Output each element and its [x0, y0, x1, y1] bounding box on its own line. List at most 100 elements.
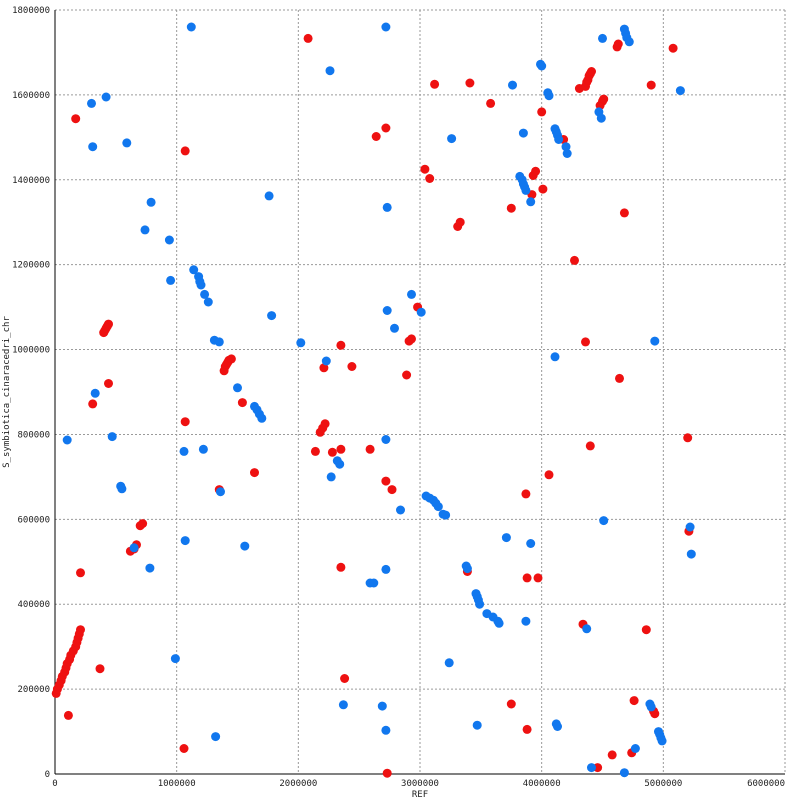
data-point	[526, 539, 536, 548]
data-point	[237, 398, 247, 408]
data-point	[166, 275, 176, 285]
data-point	[521, 185, 531, 195]
data-point	[179, 446, 189, 456]
data-point	[522, 573, 532, 583]
data-point	[336, 562, 346, 572]
data-point	[506, 699, 516, 709]
data-point	[430, 79, 440, 89]
x-axis-title: REF	[412, 790, 428, 800]
data-point	[657, 736, 667, 746]
data-point	[381, 564, 391, 574]
data-point	[402, 370, 412, 380]
data-point	[596, 113, 606, 123]
data-point	[537, 61, 547, 71]
y-tick-label: 600000	[17, 515, 50, 525]
data-point	[646, 80, 656, 90]
data-point	[90, 388, 100, 398]
data-point	[382, 306, 392, 315]
data-point	[321, 356, 331, 366]
data-point	[444, 658, 454, 668]
data-point	[526, 197, 536, 207]
data-point	[264, 191, 274, 201]
data-point	[107, 432, 117, 442]
data-point	[599, 516, 609, 526]
data-point	[582, 624, 592, 634]
data-point	[570, 255, 579, 265]
data-point	[475, 599, 485, 609]
data-point	[122, 138, 132, 148]
data-point	[619, 208, 629, 218]
data-point	[327, 447, 337, 457]
data-point	[203, 297, 213, 307]
y-tick-label: 1200000	[12, 261, 50, 271]
data-point	[587, 67, 596, 76]
data-point	[101, 92, 111, 102]
y-tick-label: 200000	[17, 685, 50, 695]
data-point	[531, 166, 541, 176]
data-point	[554, 135, 564, 144]
data-point	[233, 383, 242, 393]
data-point	[465, 78, 475, 88]
data-point	[650, 336, 660, 346]
data-point	[624, 37, 634, 47]
data-point	[613, 39, 623, 49]
data-point	[382, 202, 392, 212]
grid-lines	[55, 9, 786, 774]
data-point	[320, 419, 330, 429]
data-point	[145, 563, 155, 573]
data-point	[71, 114, 81, 124]
data-point	[369, 578, 379, 588]
data-point	[538, 184, 548, 194]
data-point	[257, 413, 267, 423]
data-point	[508, 80, 517, 90]
data-point	[335, 459, 345, 469]
data-point	[129, 543, 139, 553]
data-point	[447, 134, 457, 144]
data-point	[189, 265, 199, 275]
y-tick-label: 0	[45, 770, 50, 780]
x-tick-label: 5000000	[644, 779, 682, 789]
data-point	[164, 235, 174, 245]
x-tick-label: 0	[52, 779, 57, 789]
x-tick-label: 6000000	[747, 779, 785, 789]
data-point	[381, 725, 391, 735]
data-point	[416, 307, 426, 317]
data-point	[641, 625, 651, 635]
data-point	[518, 128, 528, 138]
data-point	[646, 702, 656, 712]
axes	[54, 10, 785, 775]
data-point	[598, 33, 607, 43]
data-point	[521, 489, 531, 499]
data-point	[87, 98, 96, 108]
data-point	[599, 94, 609, 104]
data-point	[180, 417, 190, 427]
data-point	[117, 484, 127, 494]
data-point	[319, 363, 329, 373]
data-point	[472, 720, 482, 730]
data-point	[390, 323, 399, 333]
data-point	[216, 487, 225, 497]
data-point	[76, 625, 85, 635]
data-point	[226, 354, 236, 364]
data-point	[396, 505, 405, 515]
data-point	[544, 470, 554, 480]
data-point	[561, 142, 571, 152]
data-point	[441, 510, 451, 520]
data-point	[186, 22, 196, 32]
data-point	[138, 519, 148, 529]
data-point	[211, 732, 221, 742]
data-point	[521, 616, 531, 626]
data-point	[381, 123, 391, 133]
data-point	[550, 352, 560, 362]
data-point	[537, 107, 547, 117]
data-point	[683, 433, 693, 443]
data-point	[180, 536, 190, 546]
data-point	[381, 476, 391, 486]
data-point	[533, 573, 543, 583]
data-point	[303, 33, 313, 43]
data-point	[340, 674, 350, 683]
data-point	[196, 280, 206, 290]
data-point	[553, 722, 562, 731]
data-point	[95, 664, 105, 674]
data-point	[377, 701, 387, 711]
